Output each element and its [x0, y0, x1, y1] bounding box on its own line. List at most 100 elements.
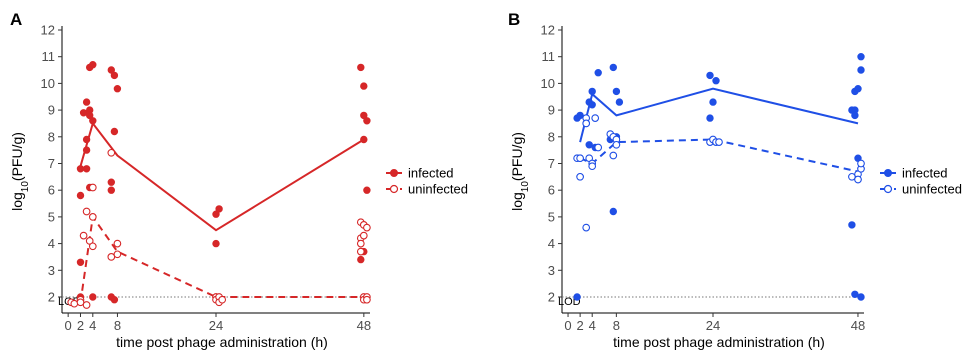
- x-tick-label: 24: [209, 318, 223, 333]
- y-tick-label: 10: [41, 76, 55, 91]
- data-point-uninfected: [79, 231, 88, 240]
- y-tick-label: 12: [41, 23, 55, 38]
- data-point-uninfected: [582, 223, 591, 232]
- data-point-uninfected: [70, 299, 79, 308]
- y-tick-label: 2: [48, 289, 55, 304]
- y-axis-title-subscript: 10: [520, 181, 531, 193]
- y-tick-label: 11: [42, 49, 56, 64]
- data-point-uninfected: [594, 143, 603, 152]
- series-uninfected: [67, 148, 371, 309]
- data-point-infected: [212, 239, 220, 248]
- y-tick-label: 5: [48, 209, 55, 224]
- data-point-infected: [89, 117, 97, 125]
- data-point-uninfected: [76, 298, 85, 307]
- data-point-infected: [857, 53, 865, 61]
- x-tick-label: 4: [589, 318, 596, 333]
- data-point-infected: [854, 84, 862, 93]
- y-tick-label: 8: [548, 129, 555, 144]
- data-point-infected: [585, 141, 593, 149]
- y-tick-label: 8: [48, 129, 55, 144]
- x-tick-label: 48: [357, 318, 371, 333]
- data-point-infected: [107, 178, 115, 186]
- data-point-infected: [113, 84, 122, 93]
- y-tick-label: 7: [48, 156, 55, 171]
- data-point-infected: [363, 186, 371, 194]
- data-point-infected: [609, 207, 617, 216]
- x-tick-label: 2: [577, 318, 584, 333]
- data-point-infected: [110, 296, 119, 304]
- mean-line-infected: [579, 87, 859, 143]
- x-tick-label: 8: [114, 318, 121, 333]
- data-point-uninfected: [612, 140, 621, 149]
- data-point-infected: [588, 101, 596, 109]
- data-point-uninfected: [88, 183, 97, 192]
- data-point-uninfected: [582, 119, 591, 128]
- data-point-infected: [110, 71, 119, 80]
- data-point-uninfected: [88, 242, 97, 251]
- y-axis-title-subscript: 10: [20, 181, 31, 193]
- y-tick-label: 4: [548, 236, 555, 251]
- legend-item-uninfected: uninfected: [386, 182, 468, 197]
- data-point-infected: [851, 290, 859, 298]
- data-point-infected: [609, 63, 617, 72]
- legend-item-infected: infected: [880, 166, 948, 181]
- data-point-uninfected: [356, 239, 365, 248]
- y-tick-label: 9: [48, 103, 55, 118]
- data-point-infected: [107, 186, 115, 194]
- data-point-uninfected: [88, 213, 97, 221]
- data-point-infected: [85, 111, 94, 120]
- data-point-uninfected: [576, 154, 584, 163]
- data-point-uninfected: [363, 295, 371, 304]
- data-point-infected: [857, 293, 865, 301]
- y-axis-title-unit: (PFU/g): [9, 132, 25, 181]
- data-point-infected: [79, 109, 88, 117]
- legend-marker: [884, 169, 892, 177]
- data-point-infected: [706, 114, 714, 122]
- data-point-uninfected: [359, 231, 368, 240]
- data-point-infected: [709, 98, 717, 106]
- data-point-uninfected: [576, 172, 584, 181]
- data-point-uninfected: [591, 114, 600, 122]
- data-point-infected: [82, 98, 91, 106]
- data-point-infected: [363, 117, 371, 125]
- y-tick-label: 4: [48, 236, 55, 251]
- data-point-uninfected: [107, 148, 116, 157]
- legend-marker: [389, 184, 399, 194]
- series-infected: [573, 53, 865, 301]
- legend-item-infected: infected: [386, 166, 454, 181]
- y-tick-label: 11: [542, 49, 556, 64]
- data-point-uninfected: [113, 239, 122, 248]
- data-point-infected: [573, 293, 581, 301]
- y-tick-label: 7: [548, 156, 555, 171]
- y-tick-label: 5: [548, 209, 555, 224]
- data-point-infected: [215, 205, 223, 213]
- series-infected: [76, 60, 371, 304]
- data-point-uninfected: [113, 250, 122, 259]
- data-point-infected: [712, 76, 720, 85]
- data-point-infected: [82, 146, 91, 154]
- data-point-infected: [107, 66, 115, 74]
- x-tick-label: 24: [706, 318, 720, 333]
- data-point-uninfected: [854, 175, 862, 184]
- legend-marker: [883, 184, 893, 194]
- data-point-infected: [576, 111, 584, 120]
- x-tick-label: 0: [564, 318, 571, 333]
- x-tick-label: 48: [851, 318, 865, 333]
- data-point-infected: [851, 111, 859, 120]
- data-point-uninfected: [588, 162, 597, 171]
- panel-label: B: [508, 10, 520, 29]
- y-tick-label: 9: [548, 103, 555, 118]
- data-point-infected: [89, 60, 97, 69]
- x-tick-label: 0: [65, 318, 72, 333]
- x-tick-label: 4: [89, 318, 96, 333]
- data-point-infected: [76, 191, 85, 200]
- y-tick-label: 6: [48, 183, 55, 198]
- y-tick-label: 12: [541, 23, 555, 38]
- data-point-uninfected: [715, 138, 723, 146]
- data-point-infected: [82, 165, 91, 173]
- y-tick-label: 10: [541, 76, 555, 91]
